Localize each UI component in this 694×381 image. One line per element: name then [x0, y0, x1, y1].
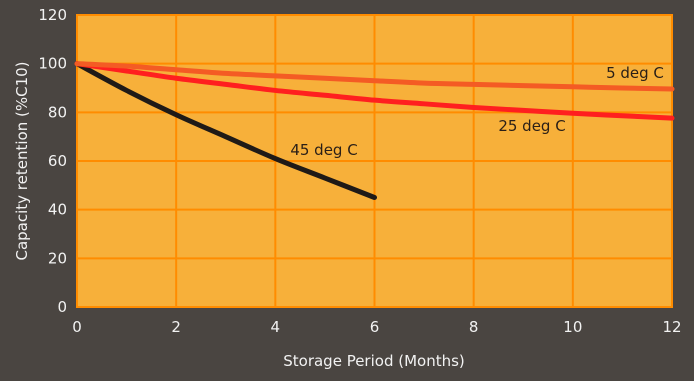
series-label-45-deg-c: 45 deg C — [290, 141, 357, 159]
y-tick-label: 120 — [38, 6, 67, 24]
y-tick-label: 60 — [48, 152, 67, 170]
y-tick-label: 100 — [38, 55, 67, 73]
series-label-5-deg-c: 5 deg C — [606, 64, 664, 82]
x-tick-label: 12 — [662, 318, 681, 336]
series-line-5-deg-c — [74, 61, 675, 92]
x-axis-label: Storage Period (Months) — [283, 352, 465, 370]
x-tick-label: 10 — [563, 318, 582, 336]
x-tick-label: 4 — [271, 318, 281, 336]
series-line-45-deg-c — [74, 61, 377, 200]
y-tick-label: 80 — [48, 103, 67, 121]
y-tick-label: 40 — [48, 201, 67, 219]
x-tick-label: 0 — [72, 318, 82, 336]
y-tick-label: 20 — [48, 249, 67, 267]
y-tick-label: 0 — [57, 298, 67, 316]
x-tick-label: 6 — [370, 318, 380, 336]
series-label-25-deg-c: 25 deg C — [498, 117, 565, 135]
series-line-25-deg-c — [74, 61, 675, 121]
series-layer — [74, 61, 675, 200]
x-tick-label: 8 — [469, 318, 479, 336]
y-axis-label: Capacity retention (%C10) — [13, 61, 31, 260]
x-tick-label: 2 — [171, 318, 181, 336]
plot-frame — [76, 14, 673, 308]
